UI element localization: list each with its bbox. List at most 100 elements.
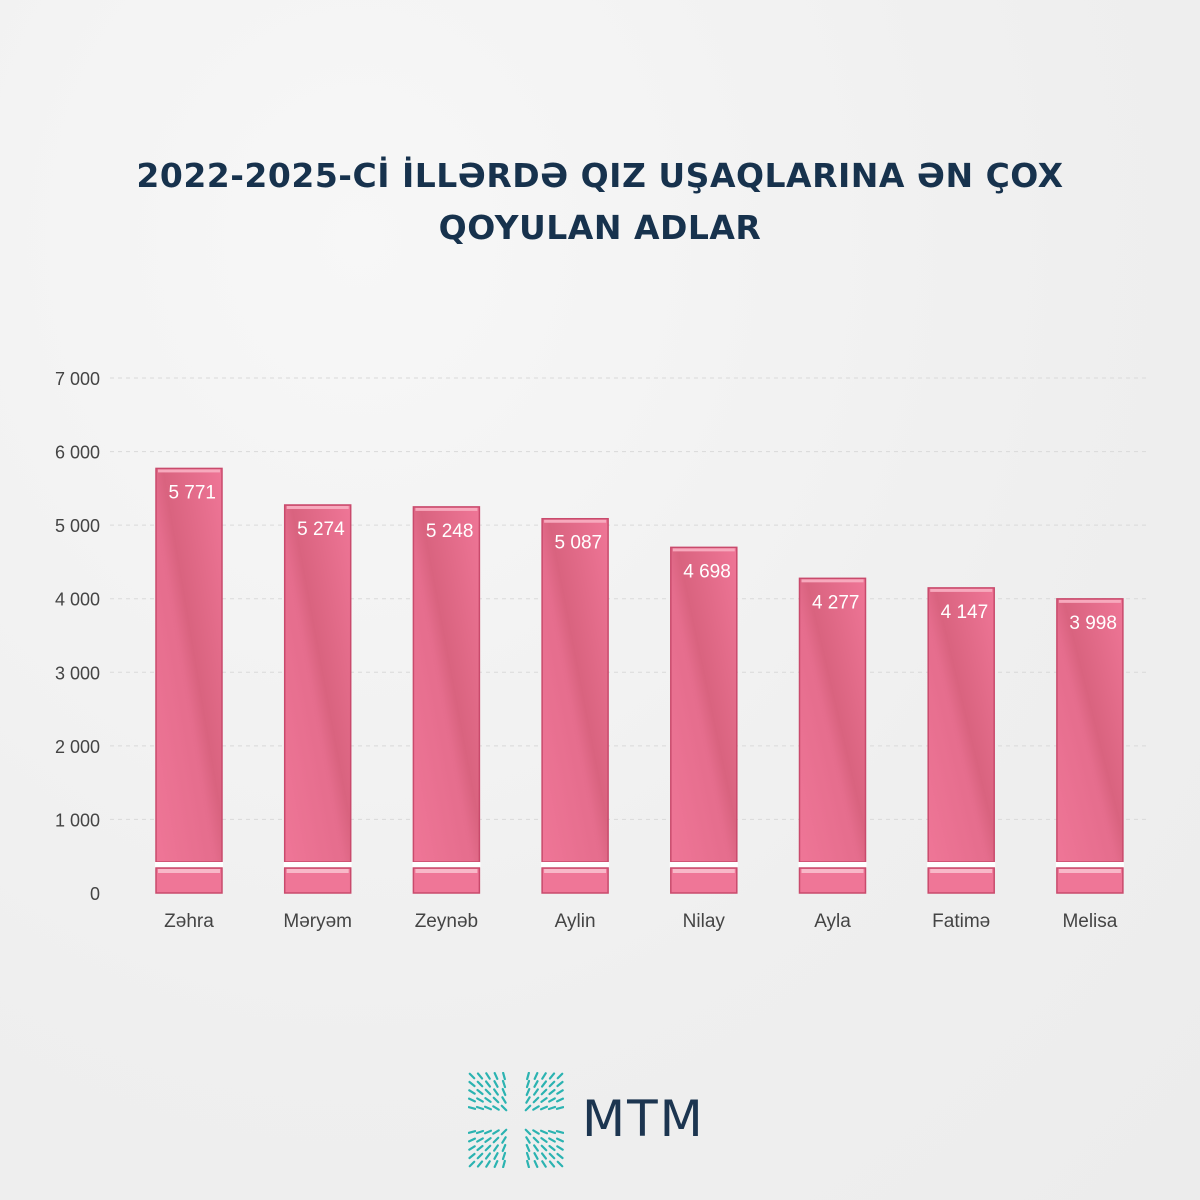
logo-dash xyxy=(492,1105,500,1111)
value-label: 5 248 xyxy=(426,521,474,542)
y-tick-label: 0 xyxy=(90,884,100,904)
logo-dash xyxy=(501,1151,507,1161)
logo-dash xyxy=(501,1096,507,1104)
x-tick-label: Aylin xyxy=(555,911,596,932)
y-tick-label: 6 000 xyxy=(55,443,100,463)
bar-base-highlight xyxy=(415,869,478,873)
logo-dash xyxy=(548,1072,556,1080)
logo-dash xyxy=(484,1088,492,1096)
y-tick-label: 7 000 xyxy=(55,369,100,389)
bar-gap xyxy=(1055,862,1124,868)
logo-dash xyxy=(500,1104,508,1112)
bar-zəhra: 5 771 xyxy=(155,467,223,894)
logo-dash xyxy=(468,1152,476,1160)
logo-dash xyxy=(556,1145,564,1151)
bar xyxy=(798,577,867,863)
value-label: 5 087 xyxy=(555,533,603,554)
bar xyxy=(927,587,995,863)
bar-base-highlight xyxy=(1058,869,1121,873)
logo-dash xyxy=(556,1152,564,1160)
logo-dash xyxy=(468,1072,476,1080)
logo-dash xyxy=(556,1072,564,1080)
bar-məryəm: 5 274 xyxy=(283,504,352,894)
bar-aylin: 5 087 xyxy=(541,517,610,894)
logo-dash xyxy=(533,1152,539,1160)
logo-dash xyxy=(525,1079,531,1089)
logo-dash xyxy=(541,1072,547,1080)
logo-dash xyxy=(548,1088,556,1096)
logo-dash xyxy=(476,1097,484,1103)
bar-melisa: 3 998 xyxy=(1055,598,1124,894)
bar-base-highlight xyxy=(672,869,735,873)
y-tick-label: 1 000 xyxy=(55,810,100,830)
x-tick-label: Zeynəb xyxy=(415,911,478,932)
logo-dash xyxy=(468,1160,476,1168)
bar-gap xyxy=(669,862,738,868)
logo-dash xyxy=(524,1104,532,1112)
brand-name: MTM xyxy=(582,1090,705,1148)
bar xyxy=(1056,598,1124,863)
logo-dash xyxy=(500,1128,508,1136)
logo-dash xyxy=(501,1136,507,1144)
logo-dash xyxy=(484,1137,492,1143)
bar-gap xyxy=(155,862,223,868)
bar-gap xyxy=(541,862,610,868)
logo-dash xyxy=(483,1105,493,1111)
logo-dash xyxy=(547,1129,557,1135)
x-tick-label: Məryəm xyxy=(283,911,352,932)
logo-dash xyxy=(485,1072,491,1080)
x-tick-label: Zəhra xyxy=(164,911,214,932)
logo-dash xyxy=(476,1160,484,1168)
logo-dash xyxy=(525,1096,531,1104)
logo-dash xyxy=(502,1072,506,1081)
x-tick-label: Ayla xyxy=(814,911,851,932)
bar-top-highlight xyxy=(1058,599,1121,603)
logo-dash xyxy=(476,1072,484,1080)
logo-dash xyxy=(533,1080,539,1088)
logo-dash xyxy=(524,1128,532,1136)
logo-dash xyxy=(468,1106,477,1110)
logo-dash xyxy=(476,1137,484,1143)
logo-dash xyxy=(540,1080,548,1088)
logo-dash xyxy=(476,1088,484,1096)
logo-dash xyxy=(484,1080,492,1088)
y-axis-ticks: 0 1 000 2 000 3 000 4 000 5 000 6 000 7 000 xyxy=(55,369,100,904)
x-tick-label: Nilay xyxy=(683,911,726,932)
logo-dash xyxy=(501,1087,507,1097)
logo-dash xyxy=(540,1137,548,1143)
logo-dash xyxy=(548,1097,556,1103)
logo-dash xyxy=(540,1152,548,1160)
logo-dash xyxy=(541,1160,547,1168)
bar-base-highlight xyxy=(286,869,349,873)
bar xyxy=(155,467,223,863)
logo-dash xyxy=(532,1096,540,1104)
logo-dash xyxy=(484,1144,492,1152)
logo-dash xyxy=(493,1152,499,1160)
mtm-logo-mark-icon xyxy=(468,1072,564,1168)
logo-dash xyxy=(539,1105,549,1111)
logo-dash xyxy=(492,1096,500,1104)
bar-gap xyxy=(412,862,481,868)
logo-dash xyxy=(476,1080,484,1088)
logo-dash xyxy=(493,1159,499,1168)
bar-base-highlight xyxy=(930,869,993,873)
logo-dash xyxy=(548,1144,556,1152)
logo-dash xyxy=(526,1159,530,1168)
logo-dash xyxy=(556,1089,564,1095)
bar xyxy=(541,517,609,863)
bar-fatimə: 4 147 xyxy=(927,587,996,894)
value-label: 4 277 xyxy=(812,592,860,613)
logo-dash xyxy=(548,1152,556,1160)
logo-dash xyxy=(484,1097,492,1103)
bar-top-highlight xyxy=(415,507,478,511)
logo-dash xyxy=(548,1137,556,1143)
logo-dash xyxy=(555,1106,564,1110)
logo-dash xyxy=(533,1159,539,1168)
chart-title-line-1: 2022-2025-Cİ İLLƏRDƏ QIZ UŞAQLARINA ƏN Ç… xyxy=(136,156,1064,195)
logo-dash xyxy=(533,1144,539,1152)
logo-dash xyxy=(532,1129,540,1135)
logo-dash xyxy=(540,1097,548,1103)
chart-title: 2022-2025-Cİ İLLƏRDƏ QIZ UŞAQLARINA ƏN Ç… xyxy=(0,150,1200,254)
logo-dash xyxy=(468,1145,476,1151)
